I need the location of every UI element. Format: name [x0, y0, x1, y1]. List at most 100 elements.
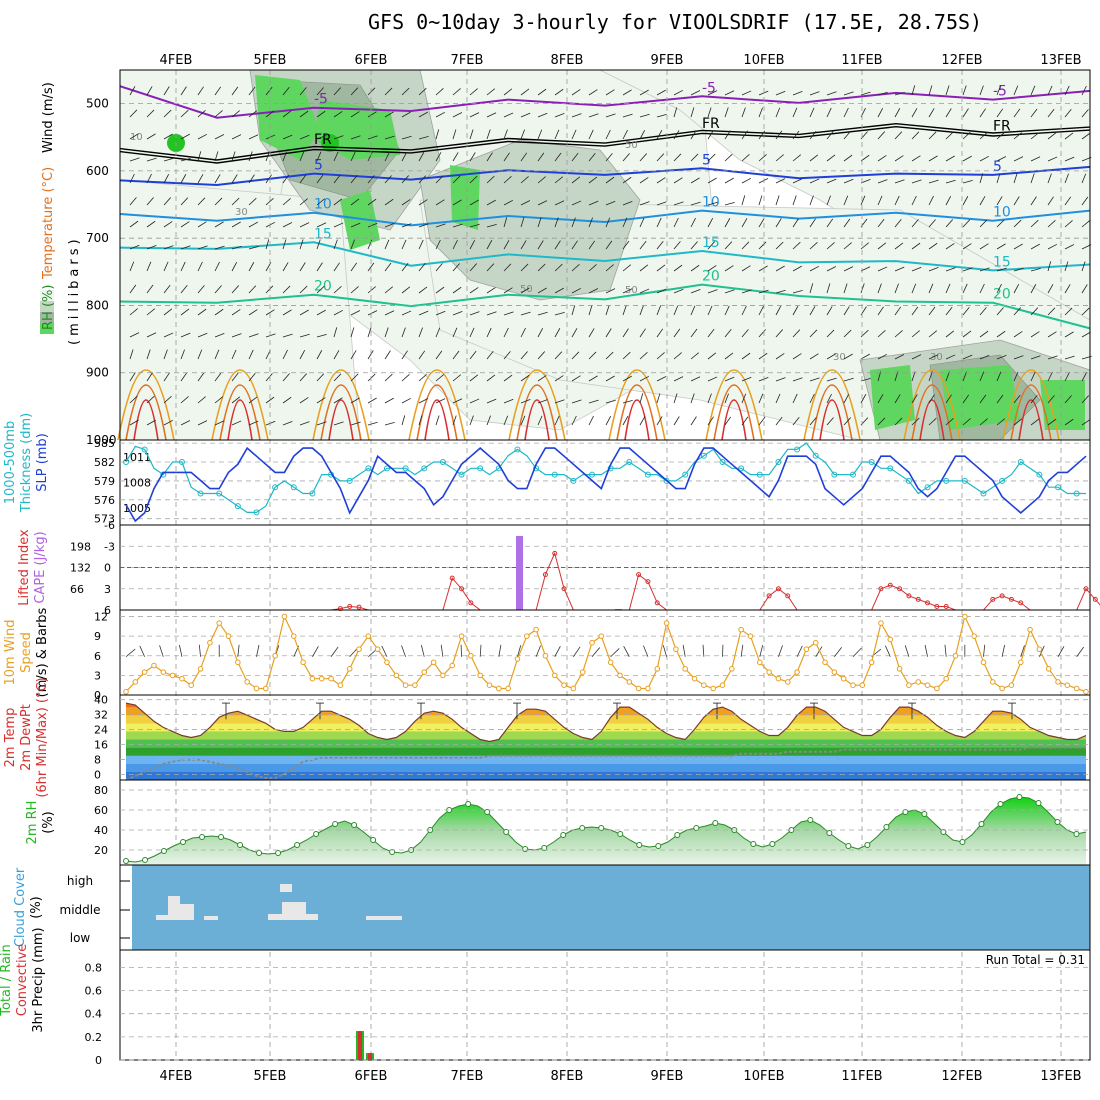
isotherm-label: 10	[314, 197, 332, 213]
wind-speed-point	[486, 682, 493, 688]
wind-barb	[707, 90, 718, 96]
thickness-point	[831, 471, 838, 478]
wind-barb	[724, 289, 735, 294]
wind-barb	[452, 286, 462, 294]
wind-speed-point	[477, 672, 483, 679]
rh-legend-swatch	[40, 301, 54, 312]
wind-barb	[486, 199, 496, 206]
wind-barb	[639, 153, 647, 162]
wind-barb	[690, 264, 700, 272]
isotherm-label: 20	[702, 269, 720, 285]
wind-barb	[214, 333, 225, 338]
tick-label: 24	[94, 724, 108, 737]
thickness-point	[402, 465, 409, 472]
wind-barb	[605, 375, 615, 382]
wind-barb	[180, 174, 187, 184]
wind-barb	[1013, 355, 1024, 360]
wind-barb	[214, 349, 220, 360]
rh-shade-green	[870, 365, 915, 430]
wind-barb	[333, 198, 343, 206]
wind-barb	[826, 130, 834, 140]
wind-barb	[843, 266, 854, 272]
wind-barb	[469, 327, 475, 338]
wind-barb	[775, 265, 785, 272]
wind-barb	[911, 283, 917, 294]
wind-barb	[996, 330, 1006, 338]
wind-barb	[486, 129, 491, 140]
wind-barb	[180, 86, 187, 96]
wind-barb	[129, 86, 136, 96]
thickness-point	[197, 490, 204, 497]
isotherm-20	[119, 283, 1091, 330]
wind-barb	[979, 219, 988, 228]
wind-barb	[639, 393, 644, 404]
wind-barb	[231, 261, 238, 272]
wind-barb	[690, 352, 700, 360]
wind-speed-point	[952, 652, 959, 659]
wind-speed-point	[663, 620, 670, 626]
wind-barb	[639, 288, 650, 294]
wind-barb	[673, 393, 678, 404]
day-label-bottom: 10FEB	[743, 1069, 784, 1084]
wind-barb	[384, 422, 395, 426]
wind-barb	[775, 195, 780, 206]
lifted-index-point	[654, 600, 660, 606]
wind-barb	[214, 151, 219, 162]
wind-barb	[588, 89, 598, 96]
wind-speed-point	[887, 636, 894, 643]
slp-line	[125, 446, 1087, 523]
wind-barb	[639, 217, 645, 228]
temperature-contour	[516, 384, 558, 441]
panel-ylabel: Lifted Index	[17, 529, 32, 606]
wind-barb	[860, 394, 867, 404]
wind-barb	[707, 130, 714, 140]
wind-barb	[673, 107, 678, 118]
wind-barb	[554, 200, 565, 206]
wind-barb	[1081, 331, 1091, 338]
wind-speed-point	[1064, 682, 1071, 688]
surface-wind-barb	[237, 644, 240, 657]
wind-barb	[503, 287, 513, 294]
wind-speed-point	[831, 669, 838, 675]
wind-barb	[707, 177, 717, 184]
wind-barb	[928, 195, 934, 206]
wind-barb	[639, 129, 646, 140]
cloud-bar	[204, 916, 218, 920]
wind-barb	[1047, 85, 1053, 96]
wind-barb	[724, 177, 734, 184]
wind-barb	[877, 91, 888, 96]
wind-barb	[435, 129, 440, 140]
wind-barb	[741, 195, 746, 206]
rh-point	[655, 843, 662, 849]
wind-barb	[979, 173, 984, 184]
rh-point	[123, 858, 129, 864]
wind-barb	[758, 289, 769, 294]
wind-barb	[775, 107, 781, 118]
surface-wind-barb	[198, 644, 201, 657]
wind-barb	[163, 396, 172, 404]
wind-barb	[1064, 261, 1069, 272]
wind-barb	[520, 112, 531, 118]
wind-barb	[894, 92, 905, 96]
wind-barb	[197, 396, 206, 404]
wind-barb	[911, 417, 920, 426]
wind-barb	[163, 86, 170, 96]
wind-barb	[163, 308, 173, 316]
wind-barb	[129, 173, 135, 184]
wind-barb	[690, 107, 695, 118]
wind-barb	[350, 327, 355, 338]
wind-barb	[248, 246, 259, 250]
wind-barb	[792, 329, 801, 338]
wind-barb	[571, 399, 582, 404]
wind-barb	[163, 332, 174, 338]
wind-barb	[282, 421, 293, 426]
wind-barb	[979, 307, 987, 316]
wind-barb	[214, 134, 225, 140]
wind-barb	[384, 286, 394, 294]
wind-barb	[282, 198, 291, 206]
wind-barb	[231, 396, 241, 404]
wind-barb	[826, 417, 834, 426]
wind-barb	[1013, 394, 1021, 404]
thickness-point	[756, 471, 763, 478]
wind-barb	[333, 397, 343, 404]
